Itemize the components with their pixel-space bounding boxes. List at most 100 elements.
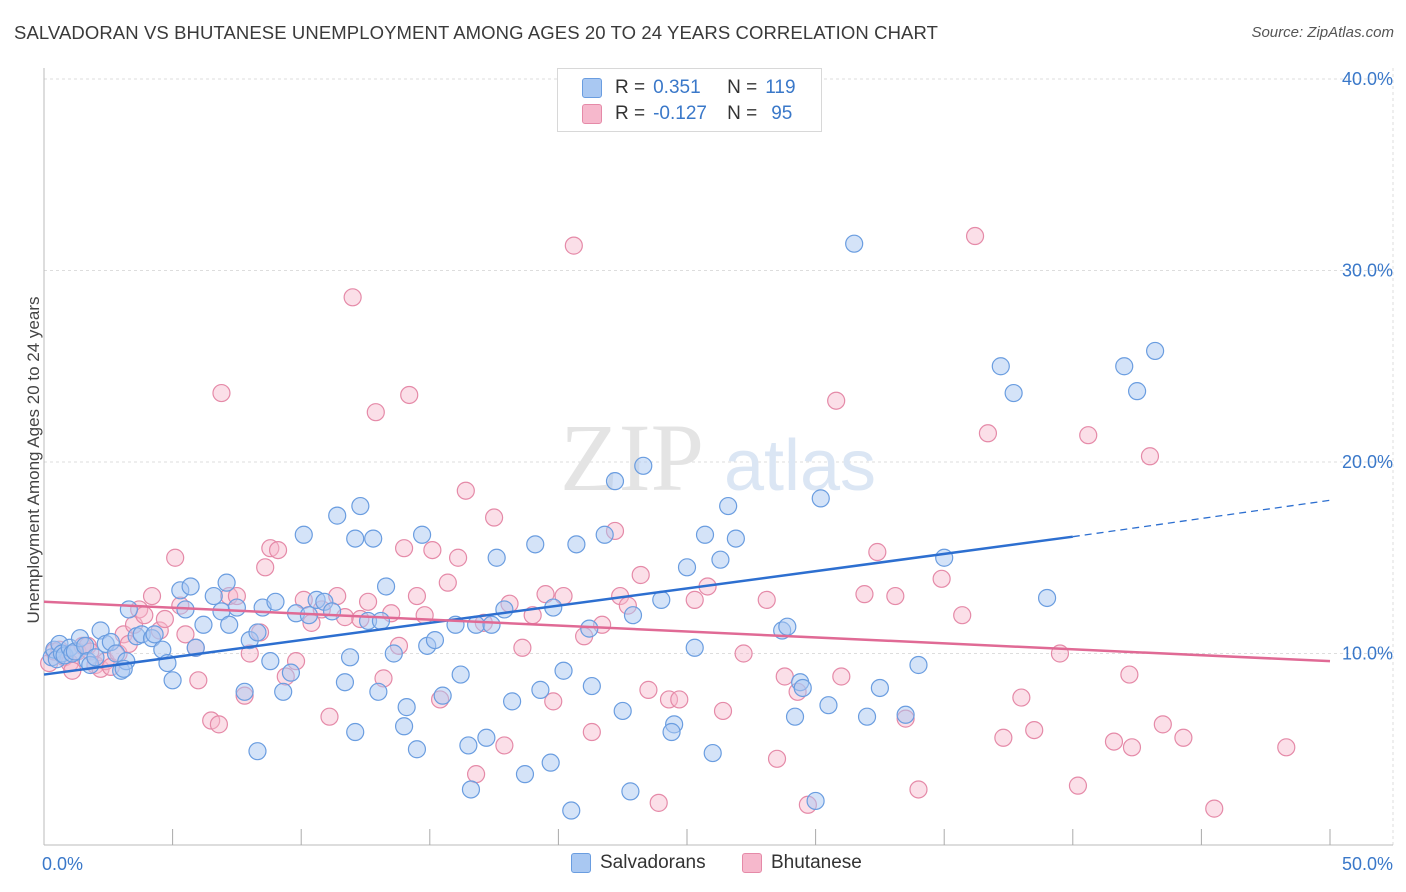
stats-legend: R = 0.351 N = 119 R = -0.127 N = 95	[557, 68, 822, 132]
bhutanese-point	[394, 539, 414, 558]
salvadoran-point	[1127, 382, 1147, 401]
bhutanese-point	[400, 385, 419, 405]
salvadoran-points	[42, 234, 1165, 820]
bhutanese-point	[564, 236, 583, 255]
salvadoran-point	[412, 525, 432, 544]
legend-r-label: R =	[615, 103, 646, 124]
bhutanese-point	[757, 590, 776, 609]
legend-item-salvadorans[interactable]: Salvadorans	[571, 852, 706, 874]
legend-row-bhutanese: R = -0.127 N = 95	[582, 102, 792, 126]
trend-lines	[43, 499, 1331, 676]
salvadoran-point	[248, 623, 267, 642]
salvadoran-point	[711, 550, 730, 569]
bhutanese-point	[343, 288, 362, 307]
bhutanese-point	[994, 728, 1013, 747]
salvadoran-point	[220, 615, 239, 634]
bhutanese-point	[268, 540, 288, 560]
salvadoran-point	[1115, 357, 1134, 376]
y-tick-label: 20.0%	[1342, 452, 1393, 472]
legend-n-label: N =	[727, 77, 758, 98]
salvadoran-point	[935, 548, 954, 567]
bhutanese-point	[670, 690, 689, 709]
bhutanese-point	[767, 749, 787, 768]
salvadoran-point	[580, 619, 599, 638]
bhutanese-point	[734, 644, 753, 663]
salvadoran-point	[677, 558, 697, 577]
salvadoran-point	[793, 678, 812, 698]
legend-row-salvadorans: R = 0.351 N = 119	[582, 76, 796, 100]
salvadoran-point	[819, 696, 838, 715]
bhutanese-point	[868, 542, 887, 562]
salvadoran-point	[274, 682, 293, 701]
bhutanese-point	[155, 609, 174, 629]
salvadoran-point	[394, 717, 414, 736]
legend-n-value-bhutanese: 95	[771, 103, 793, 124]
salvadoran-point	[217, 573, 236, 592]
legend-swatch-salvadorans	[571, 853, 591, 873]
bhutanese-point	[953, 606, 972, 625]
salvadoran-point	[719, 496, 738, 516]
legend-n-label: N =	[727, 103, 758, 124]
salvadoran-point	[340, 648, 360, 667]
tick-labels: 10.0% 20.0% 30.0% 40.0% 0.0% 50.0%	[42, 69, 1393, 874]
bhutanese-point	[320, 707, 339, 726]
salvadoran-trend-line	[43, 535, 1073, 676]
salvadoran-trend-extension	[1072, 499, 1331, 538]
salvadoran-point	[351, 496, 370, 516]
salvadoran-point	[806, 791, 825, 811]
salvadoran-point	[685, 638, 704, 657]
salvadoran-point	[1004, 383, 1023, 403]
salvadoran-point	[623, 606, 643, 625]
salvadoran-point	[503, 692, 522, 711]
bhutanese-point	[485, 508, 504, 527]
salvadoran-point	[466, 615, 486, 634]
bhutanese-point	[713, 701, 733, 721]
salvadoran-point	[896, 705, 915, 724]
watermark: ZIP atlas	[560, 404, 876, 511]
salvadoran-point	[613, 701, 632, 721]
bhutanese-point	[631, 565, 650, 585]
salvadoran-point	[369, 682, 388, 701]
legend-swatch-bhutanese	[582, 104, 602, 124]
salvadoran-point	[487, 548, 506, 567]
salvadoran-point	[778, 617, 797, 636]
bhutanese-point	[1068, 776, 1088, 795]
salvadoran-point	[346, 529, 365, 548]
bhutanese-point	[1122, 738, 1142, 757]
y-tick-label: 30.0%	[1342, 261, 1393, 281]
salvadoran-point	[294, 525, 313, 544]
bhutanese-point	[1277, 738, 1296, 757]
legend-swatch-salvadorans	[582, 78, 602, 98]
bhutanese-point	[189, 671, 208, 690]
bhutanese-point	[212, 383, 231, 403]
salvadoran-point	[461, 780, 481, 799]
legend-swatch-bhutanese	[742, 853, 762, 873]
salvadoran-point	[495, 600, 514, 619]
salvadoran-point	[526, 535, 545, 554]
y-axis-label: Unemployment Among Ages 20 to 24 years	[24, 296, 43, 624]
bhutanese-point	[1025, 720, 1044, 740]
salvadoran-point	[266, 592, 285, 611]
salvadoran-point	[909, 655, 928, 675]
salvadoran-point	[335, 673, 355, 692]
salvadoran-point	[433, 686, 452, 705]
salvadoran-point	[322, 602, 342, 621]
bhutanese-point	[513, 638, 532, 657]
salvadoran-point	[459, 736, 478, 755]
salvadoran-point	[477, 728, 496, 747]
salvadoran-point	[451, 665, 470, 684]
watermark-atlas: atlas	[724, 426, 876, 506]
bhutanese-point	[366, 403, 385, 422]
bhutanese-point	[775, 667, 794, 686]
chart-title: SALVADORAN VS BHUTANESE UNEMPLOYMENT AMO…	[14, 22, 938, 43]
bhutanese-point	[965, 226, 985, 246]
salvadoran-point	[227, 598, 246, 617]
legend-item-bhutanese[interactable]: Bhutanese	[742, 852, 862, 874]
bhutanese-point	[582, 722, 601, 742]
bhutanese-point	[448, 548, 468, 567]
salvadoran-point	[145, 625, 164, 644]
bhutanese-point	[1205, 799, 1224, 818]
bhutanese-point	[1012, 688, 1031, 707]
source-label: Source: ZipAtlas.com	[1251, 24, 1394, 41]
